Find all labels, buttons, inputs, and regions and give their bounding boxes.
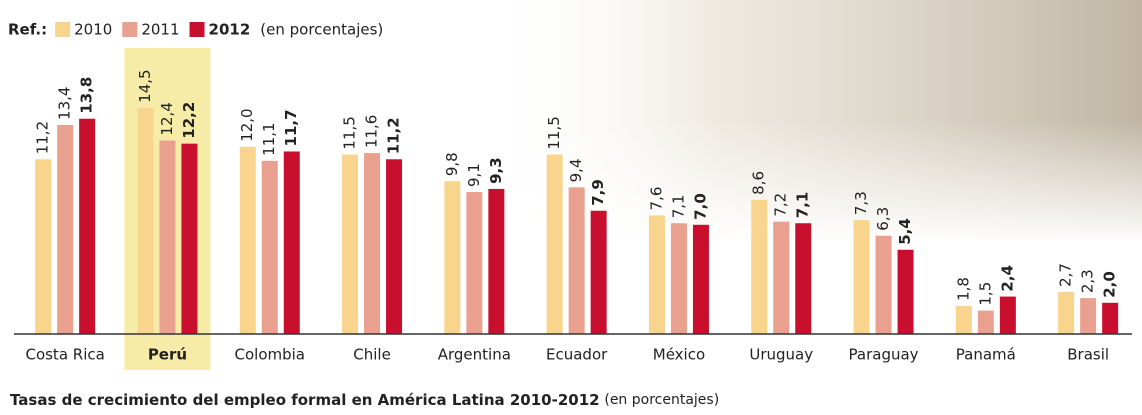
bar <box>159 140 176 334</box>
legend-label: Ref.: <box>8 21 47 39</box>
caption: Tasas de crecimiento del empleo formal e… <box>10 391 719 409</box>
x-tick-label: Perú <box>148 346 187 364</box>
caption-note: (en porcentajes) <box>604 392 719 408</box>
value-label: 7,0 <box>691 193 709 220</box>
x-tick-label: Paraguay <box>849 346 919 364</box>
bar <box>35 159 52 334</box>
value-label: 11,1 <box>260 122 278 155</box>
x-tick-label: Colombia <box>235 346 306 364</box>
value-label: 13,4 <box>56 87 74 120</box>
value-label: 13,8 <box>78 77 96 114</box>
bar <box>488 188 505 334</box>
bar <box>795 223 812 334</box>
value-label: 12,2 <box>180 102 198 139</box>
bar <box>546 154 563 334</box>
legend-entry: 2010 <box>74 21 112 39</box>
bar <box>283 151 300 334</box>
bar <box>692 224 709 334</box>
bar <box>239 146 256 334</box>
bar <box>568 187 585 334</box>
bar <box>364 153 381 334</box>
legend-swatch <box>122 22 138 37</box>
bar <box>137 107 154 334</box>
value-label: 14,5 <box>136 69 154 102</box>
x-tick-label: México <box>653 346 705 364</box>
value-label: 1,5 <box>976 282 994 306</box>
x-tick-label: Ecuador <box>546 346 608 364</box>
value-label: 12,0 <box>238 108 256 141</box>
value-label: 9,8 <box>443 152 461 176</box>
value-label: 9,3 <box>487 157 505 184</box>
value-label: 7,3 <box>852 191 870 215</box>
value-label: 9,4 <box>567 159 585 183</box>
value-label: 6,3 <box>874 207 892 231</box>
x-tick-label: Chile <box>353 346 391 364</box>
value-label: 12,4 <box>158 102 176 135</box>
legend-swatch <box>189 22 205 37</box>
value-label: 7,1 <box>669 194 687 218</box>
bar <box>648 215 665 334</box>
bar <box>999 296 1016 334</box>
value-label: 7,2 <box>772 193 790 217</box>
bar <box>181 143 198 334</box>
value-label: 11,7 <box>282 109 300 146</box>
value-label: 7,6 <box>647 187 665 211</box>
value-label: 1,8 <box>954 277 972 301</box>
value-label: 2,0 <box>1101 271 1119 298</box>
bar <box>977 310 994 334</box>
value-label: 11,5 <box>341 116 359 149</box>
value-label: 2,4 <box>998 265 1016 292</box>
value-label: 11,5 <box>545 116 563 149</box>
bar <box>1058 291 1075 334</box>
bar <box>1080 298 1097 334</box>
legend-note: (en porcentajes) <box>260 21 383 39</box>
bar <box>261 160 278 334</box>
bar <box>1102 302 1119 334</box>
value-label: 9,1 <box>465 163 483 187</box>
value-label: 7,9 <box>589 179 607 206</box>
bar <box>751 199 768 334</box>
bar <box>444 181 461 334</box>
bar <box>386 159 403 334</box>
bar <box>670 223 687 334</box>
legend-swatch <box>55 22 71 37</box>
value-label: 2,7 <box>1057 263 1075 287</box>
bar <box>57 124 74 335</box>
bar <box>466 192 483 334</box>
bar <box>79 118 96 334</box>
bar <box>955 305 972 334</box>
bar <box>342 154 359 334</box>
value-label: 11,6 <box>363 115 381 148</box>
value-label: 11,2 <box>385 117 403 154</box>
x-tick-label: Costa Rica <box>25 346 104 364</box>
bar <box>773 221 790 334</box>
x-tick-label: Brasil <box>1067 346 1109 364</box>
value-label: 8,6 <box>750 171 768 195</box>
legend-entry: 2011 <box>141 21 179 39</box>
bar <box>875 235 892 334</box>
caption-main: Tasas de crecimiento del empleo formal e… <box>10 391 600 409</box>
bar <box>590 210 607 334</box>
bar <box>853 220 870 334</box>
x-tick-label: Uruguay <box>749 346 813 364</box>
value-label: 7,1 <box>794 192 812 219</box>
value-label: 11,2 <box>34 121 52 154</box>
legend-entry: 2012 <box>209 21 251 39</box>
bar <box>897 249 914 334</box>
x-tick-label: Panamá <box>956 346 1016 364</box>
value-label: 2,3 <box>1079 269 1097 293</box>
value-label: 5,4 <box>896 218 914 245</box>
x-tick-label: Argentina <box>438 346 511 364</box>
